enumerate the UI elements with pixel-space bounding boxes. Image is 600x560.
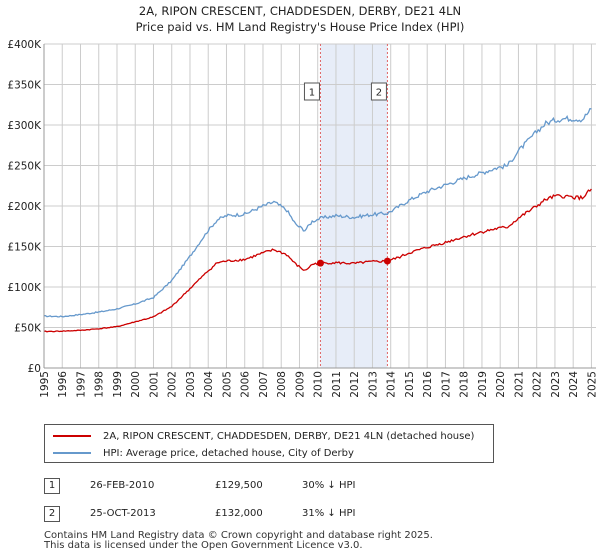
y-tick-label: £0 [28, 363, 41, 375]
x-tick-label: 2009 [294, 371, 306, 398]
x-tick-label: 2015 [404, 371, 416, 398]
x-tick-label: 2003 [185, 371, 197, 398]
sale-point [383, 257, 391, 265]
x-tick-label: 1995 [39, 371, 51, 398]
sale-price: £132,000 [215, 508, 263, 519]
sale-hpi-diff: 31% ↓ HPI [302, 508, 356, 519]
legend-line-hpi [53, 452, 91, 454]
x-tick-label: 2021 [513, 371, 525, 398]
x-tick-label: 1998 [94, 371, 106, 398]
x-tick-label: 2025 [586, 371, 598, 398]
y-tick-label: £150K [7, 242, 42, 254]
x-tick-label: 2000 [130, 371, 142, 398]
x-tick-label: 2004 [203, 371, 215, 398]
sale-marker-label: 1 [309, 88, 315, 99]
x-tick-label: 2023 [550, 371, 562, 398]
x-tick-label: 2019 [477, 371, 489, 398]
sale-marker-badge: 2 [44, 506, 60, 522]
x-tick-label: 2018 [459, 371, 471, 398]
x-tick-label: 2002 [167, 371, 179, 398]
x-tick-label: 2001 [148, 371, 160, 398]
x-tick-label: 2007 [258, 371, 270, 398]
y-tick-label: £350K [7, 80, 42, 92]
x-tick-label: 2014 [386, 371, 398, 398]
x-tick-label: 2022 [532, 371, 544, 398]
y-tick-label: £250K [7, 161, 42, 173]
y-tick-label: £100K [7, 282, 42, 294]
x-tick-label: 2016 [422, 371, 434, 398]
legend-item-property: 2A, RIPON CRESCENT, CHADDESDEN, DERBY, D… [53, 429, 474, 443]
y-tick-label: £300K [7, 120, 42, 132]
x-tick-label: 2008 [276, 371, 288, 398]
x-tick-label: 2011 [331, 371, 343, 398]
chart-title: 2A, RIPON CRESCENT, CHADDESDEN, DERBY, D… [139, 4, 461, 18]
legend-label-hpi: HPI: Average price, detached house, City… [103, 447, 354, 459]
sale-point [316, 259, 324, 267]
footer-note: Contains HM Land Registry data © Crown c… [44, 531, 433, 551]
sale-date: 26-FEB-2010 [90, 480, 155, 491]
legend-item-hpi: HPI: Average price, detached house, City… [53, 446, 354, 460]
legend-line-property [53, 435, 91, 437]
sale-marker-label: 2 [376, 88, 382, 99]
hpi-series-line [44, 108, 592, 318]
x-tick-label: 2012 [349, 371, 361, 398]
x-tick-label: 1996 [57, 371, 69, 398]
x-tick-label: 2017 [440, 371, 452, 398]
x-tick-label: 2024 [568, 371, 580, 398]
x-tick-label: 2006 [240, 371, 252, 398]
price-chart: 2A, RIPON CRESCENT, CHADDESDEN, DERBY, D… [7, 4, 598, 398]
y-tick-label: £200K [7, 201, 42, 213]
sale-date: 25-OCT-2013 [90, 508, 156, 519]
sale-marker-box [303, 82, 320, 101]
x-tick-label: 2020 [495, 371, 507, 398]
sale-price: £129,500 [215, 480, 263, 491]
y-tick-label: £50K [14, 323, 42, 335]
x-tick-label: 1997 [75, 371, 87, 398]
sale-row: 2 25-OCT-2013 £132,000 31% ↓ HPI [44, 504, 564, 524]
x-tick-label: 2013 [367, 371, 379, 398]
chart-legend: 2A, RIPON CRESCENT, CHADDESDEN, DERBY, D… [44, 424, 494, 463]
footer-line-1: Contains HM Land Registry data © Crown c… [44, 530, 433, 541]
x-tick-label: 2005 [221, 371, 233, 398]
chart-subtitle: Price paid vs. HM Land Registry's House … [136, 20, 465, 34]
legend-label-property: 2A, RIPON CRESCENT, CHADDESDEN, DERBY, D… [103, 430, 475, 442]
y-tick-label: £400K [7, 39, 42, 51]
sale-hpi-diff: 30% ↓ HPI [302, 480, 356, 491]
sale-row: 1 26-FEB-2010 £129,500 30% ↓ HPI [44, 476, 564, 496]
sale-marker-box [370, 82, 387, 101]
x-tick-label: 1999 [112, 371, 124, 398]
sale-marker-badge: 1 [44, 478, 60, 494]
x-tick-label: 2010 [313, 371, 325, 398]
footer-line-2: This data is licensed under the Open Gov… [44, 540, 363, 551]
